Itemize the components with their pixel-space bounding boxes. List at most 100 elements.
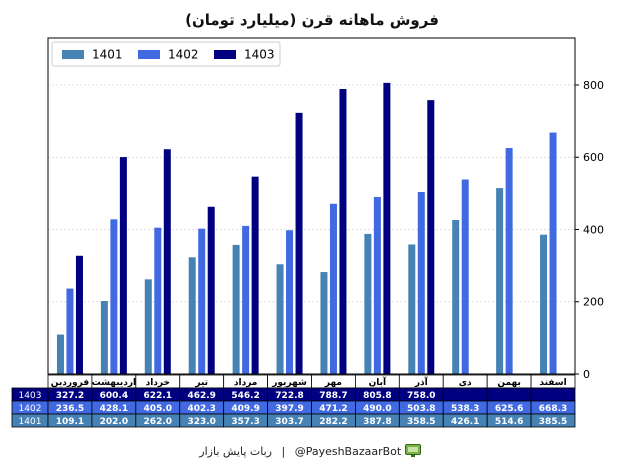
bar-1401-1 — [100, 301, 108, 374]
bar-1403-4 — [251, 176, 259, 374]
bar-1401-7 — [364, 233, 372, 374]
bar-1403-7 — [383, 82, 391, 375]
bar-1402-8 — [417, 191, 425, 374]
table-value-1402-5: 397.9 — [275, 404, 303, 414]
bar-1401-6 — [320, 272, 328, 374]
bar-1402-1 — [110, 219, 118, 374]
table-value-1402-2: 405.0 — [144, 404, 172, 414]
monitor-icon — [404, 444, 421, 460]
bar-1403-0 — [75, 255, 83, 374]
table-value-1402-4: 409.9 — [231, 404, 259, 414]
y-tick-label: 400 — [583, 223, 604, 236]
bar-1402-2 — [154, 227, 162, 374]
table-header-8: آذر — [414, 376, 429, 388]
bot-handle: @PayeshBazaarBot — [294, 445, 402, 458]
bar-chart: 0 200 400 600 800 1401 1402 1403 فروردین اردیبهشت… — [11, 37, 604, 428]
table-value-1401-6: 282.2 — [319, 417, 347, 427]
table-value-1402-10: 625.6 — [495, 404, 523, 414]
bar-1401-0 — [56, 334, 64, 374]
table-header-4: مرداد — [234, 378, 258, 388]
table-value-1402-9: 538.3 — [451, 404, 479, 414]
table-header-5: شهریور — [271, 378, 307, 388]
table-header-9: دی — [459, 378, 472, 388]
bot-name: ربات پایش بازار — [199, 445, 272, 458]
table-header-6: مهر — [324, 378, 342, 388]
footer: ربات پایش بازار | @PayeshBazaarBot — [0, 444, 624, 460]
table-value-1403-4: 546.2 — [231, 391, 259, 401]
bar-1403-2 — [163, 149, 171, 374]
table-value-1401-0: 109.1 — [56, 417, 84, 427]
bar-1403-8 — [427, 100, 435, 374]
bar-1401-11 — [540, 234, 548, 374]
table-header-2: خرداد — [146, 378, 170, 388]
bar-1403-6 — [339, 89, 347, 374]
bar-1403-5 — [295, 112, 303, 375]
table-value-1401-9: 426.1 — [451, 417, 479, 427]
table-row-label-1402: 1402 — [19, 404, 42, 414]
legend-swatch-1401 — [62, 50, 84, 59]
bar-1401-9 — [452, 220, 460, 374]
table-value-1401-11: 385.5 — [539, 417, 567, 427]
plot-area — [48, 38, 575, 374]
table-value-1402-1: 428.1 — [100, 404, 128, 414]
bar-1403-1 — [119, 157, 127, 374]
table-value-1401-4: 357.3 — [231, 417, 259, 427]
bar-1401-10 — [496, 188, 504, 374]
plot-frame — [47, 37, 576, 375]
bar-1401-4 — [232, 244, 240, 374]
table-value-1402-3: 402.3 — [187, 404, 215, 414]
table-header-10: بهمن — [497, 378, 520, 388]
table-value-1403-5: 722.8 — [275, 391, 303, 401]
table-value-1403-1: 600.4 — [100, 391, 128, 401]
legend-label-1402: 1402 — [168, 48, 199, 62]
table-value-1402-8: 503.8 — [407, 404, 435, 414]
table-value-1403-8: 758.0 — [407, 391, 435, 401]
table-value-1403-7: 805.8 — [363, 391, 391, 401]
table-value-1401-5: 303.7 — [275, 417, 303, 427]
table-header-11: اسفند — [539, 378, 566, 388]
legend-swatch-1403 — [214, 50, 236, 59]
y-tick-label: 800 — [583, 79, 604, 92]
table-header-7: آبان — [369, 376, 387, 388]
table-value-1401-10: 514.6 — [495, 417, 523, 427]
table-value-1401-7: 387.8 — [363, 417, 391, 427]
bar-1402-0 — [66, 288, 74, 374]
table-value-1401-1: 202.0 — [100, 417, 128, 427]
table-header-1: اردیبهشت — [92, 378, 137, 388]
bar-1402-4 — [242, 225, 250, 374]
bar-1401-8 — [408, 244, 416, 374]
table-value-1402-7: 490.0 — [363, 404, 391, 414]
y-tick-label: 600 — [583, 151, 604, 164]
table-value-1401-2: 262.0 — [144, 417, 172, 427]
legend-box — [51, 41, 281, 67]
footer-separator: | — [281, 445, 286, 458]
table-header-0: فروردین — [51, 378, 89, 388]
table-value-1403-6: 788.7 — [319, 391, 347, 401]
table-value-1403-0: 327.2 — [56, 391, 84, 401]
bar-1402-10 — [505, 147, 513, 374]
legend-label-1401: 1401 — [92, 48, 123, 62]
table-cell — [442, 387, 488, 402]
chart-title: فروش ماهانه قرن (میلیارد تومان) — [185, 11, 439, 29]
table-value-1402-0: 236.5 — [56, 404, 84, 414]
bar-1402-5 — [286, 230, 294, 374]
legend-label-1403: 1403 — [244, 48, 275, 62]
bar-1402-6 — [329, 203, 337, 374]
table-value-1401-8: 358.5 — [407, 417, 435, 427]
table-row-label-1403: 1403 — [19, 391, 42, 401]
bar-1402-11 — [549, 132, 557, 374]
table-cell — [530, 413, 576, 428]
bar-1401-3 — [188, 257, 196, 374]
y-tick-label: 0 — [583, 368, 590, 381]
table-row-label-1401: 1401 — [19, 417, 42, 427]
bar-1402-7 — [373, 196, 381, 374]
table-value-1401-3: 323.0 — [187, 417, 215, 427]
table-value-1402-11: 668.3 — [539, 404, 567, 414]
table-header-3: تیر — [194, 378, 208, 388]
table-cell — [530, 387, 576, 402]
table-cell — [486, 387, 532, 402]
table-value-1402-6: 471.2 — [319, 404, 347, 414]
bar-1402-9 — [461, 179, 469, 374]
bar-1402-3 — [198, 228, 206, 374]
